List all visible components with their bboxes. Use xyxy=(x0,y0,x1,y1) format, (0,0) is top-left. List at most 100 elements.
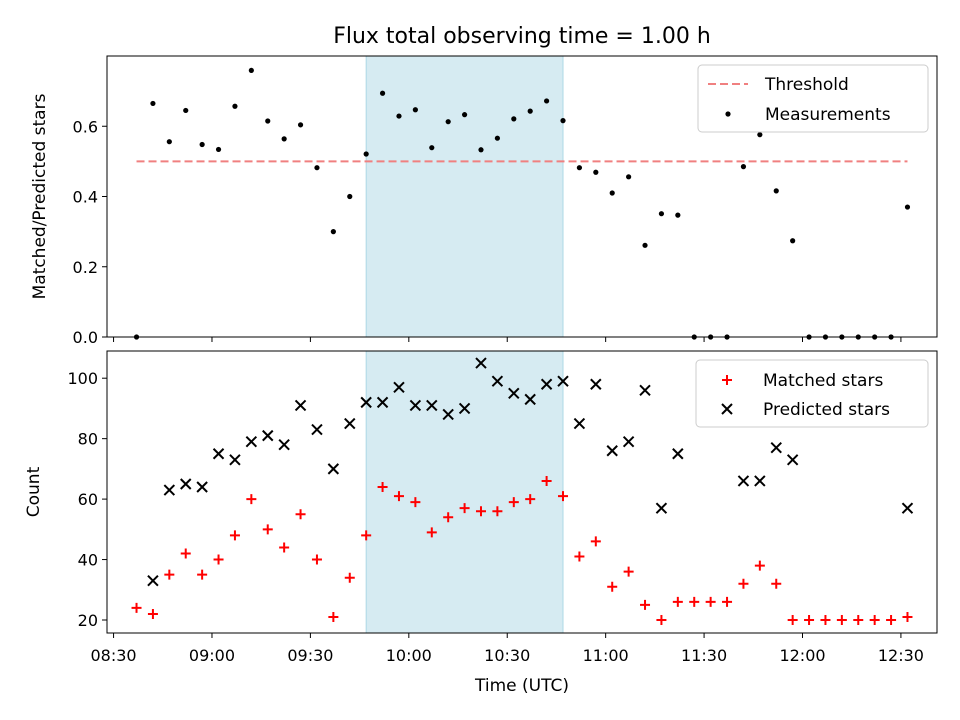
plus-point-0-22 xyxy=(492,506,503,517)
dot-point-0-15 xyxy=(379,90,386,96)
legend-box-bottom xyxy=(695,359,929,428)
y-axis-label-bottom: Count xyxy=(24,466,44,517)
plus-point-0-30 xyxy=(623,566,634,577)
x-tick-label: 09:00 xyxy=(189,646,235,665)
x-point-1-29 xyxy=(622,435,635,448)
plus-point-0-37 xyxy=(738,578,749,589)
dot-point-0-5 xyxy=(215,146,222,153)
ratio-series xyxy=(133,67,911,340)
plus-point-0-0 xyxy=(131,602,142,613)
y-tick-label: 0.6 xyxy=(73,117,98,136)
legend-measurements-swatch xyxy=(725,111,731,117)
x-point-1-4 xyxy=(212,448,225,460)
plus-point-0-25 xyxy=(541,475,552,486)
dot-point-0-26 xyxy=(560,118,566,124)
x-point-1-25 xyxy=(557,375,569,387)
plus-point-0-20 xyxy=(459,503,470,514)
plus-point-0-41 xyxy=(804,615,815,626)
dot-point-0-18 xyxy=(429,145,435,151)
dot-point-0-7 xyxy=(248,67,254,74)
x-point-1-22 xyxy=(508,387,520,400)
x-point-1-3 xyxy=(196,481,208,493)
x-point-1-15 xyxy=(393,381,405,393)
y-tick-label: 0.0 xyxy=(73,328,98,347)
dot-point-0-25 xyxy=(544,98,550,104)
x-point-1-27 xyxy=(590,378,602,390)
plus-point-0-46 xyxy=(886,615,897,626)
x-axis-label: Time (UTC) xyxy=(474,676,569,696)
legend-predicted-swatch xyxy=(721,403,733,415)
plus-point-0-42 xyxy=(820,615,831,626)
dot-point-0-28 xyxy=(593,169,599,175)
count-series xyxy=(131,357,914,626)
x-point-1-17 xyxy=(426,399,438,412)
y-tick-label: 60 xyxy=(78,490,98,509)
highlight-span-top xyxy=(365,55,564,338)
chart-title: Flux total observing time = 1.00 h xyxy=(333,24,711,49)
x-point-1-13 xyxy=(360,396,372,409)
plus-point-0-12 xyxy=(328,611,339,622)
x-point-1-8 xyxy=(278,438,290,451)
legend-top: Threshold Measurements xyxy=(697,64,929,133)
x-point-1-0 xyxy=(147,575,159,587)
x-point-1-5 xyxy=(229,454,241,466)
dot-point-0-11 xyxy=(314,165,320,171)
x-point-1-33 xyxy=(737,475,750,487)
y-tick-label: 0.4 xyxy=(73,188,98,207)
plus-point-0-33 xyxy=(672,596,683,607)
dot-point-0-16 xyxy=(396,113,402,119)
legend-predicted-label: Predicted stars xyxy=(763,400,890,420)
plus-point-0-34 xyxy=(689,596,700,607)
x-point-1-36 xyxy=(786,454,799,466)
x-point-1-37 xyxy=(901,502,914,514)
plus-point-0-7 xyxy=(246,494,257,505)
plus-point-0-23 xyxy=(508,497,519,508)
x-axis-ticks-bottom: 08:30 09:00 09:30 10:00 10:30 11:00 11:30 12:00… xyxy=(91,633,924,665)
x-tick-label: 10:30 xyxy=(484,646,530,665)
dot-point-0-20 xyxy=(461,112,468,118)
plus-point-0-4 xyxy=(197,569,208,580)
dot-point-0-31 xyxy=(642,242,648,248)
plus-point-0-29 xyxy=(607,581,618,592)
plus-point-0-36 xyxy=(722,596,733,607)
x-point-1-31 xyxy=(655,502,668,514)
plus-point-0-38 xyxy=(754,560,765,571)
dot-point-0-2 xyxy=(166,139,172,145)
plus-point-0-26 xyxy=(558,491,569,502)
x-point-1-6 xyxy=(245,435,258,448)
legend-measurements-label: Measurements xyxy=(765,105,891,125)
panel-count: 20 40 60 80 100 08:30 09:00 09:30 10:00 10:30 11:… xyxy=(24,350,938,696)
plus-point-0-32 xyxy=(656,615,667,626)
x-point-1-23 xyxy=(524,393,536,406)
plus-point-0-11 xyxy=(311,554,322,565)
panel-ratio: 0.0 0.2 0.4 0.6 Matched/Predicted stars Thr… xyxy=(30,55,938,347)
x-point-1-24 xyxy=(540,378,553,390)
dot-point-0-12 xyxy=(330,229,336,235)
x-point-1-1 xyxy=(163,484,176,496)
y-axis-ticks-top: 0.0 0.2 0.4 0.6 xyxy=(73,117,107,347)
plus-point-0-24 xyxy=(525,494,536,505)
y-axis-label-top: Matched/Predicted stars xyxy=(30,93,50,299)
x-point-1-32 xyxy=(672,448,684,460)
dot-point-0-37 xyxy=(740,164,747,170)
plus-point-0-9 xyxy=(279,542,290,553)
dot-point-0-17 xyxy=(412,107,418,113)
x-point-1-10 xyxy=(311,423,323,436)
plus-point-0-43 xyxy=(836,615,847,626)
dot-point-0-6 xyxy=(232,103,238,109)
dot-point-0-3 xyxy=(183,107,189,114)
plus-point-0-35 xyxy=(705,596,716,607)
legend-threshold-label: Threshold xyxy=(764,75,849,95)
plus-point-0-10 xyxy=(295,509,306,520)
plus-point-0-47 xyxy=(902,611,913,622)
plus-point-0-44 xyxy=(853,615,864,626)
plus-point-0-18 xyxy=(426,527,437,538)
plus-point-0-8 xyxy=(262,524,273,535)
y-axis-ticks-bottom: 20 40 60 80 100 xyxy=(67,369,107,630)
y-tick-label: 20 xyxy=(78,611,98,630)
plus-point-0-16 xyxy=(393,491,404,502)
y-tick-label: 80 xyxy=(78,430,98,449)
plus-point-0-2 xyxy=(164,569,175,580)
dot-point-0-23 xyxy=(511,116,517,122)
